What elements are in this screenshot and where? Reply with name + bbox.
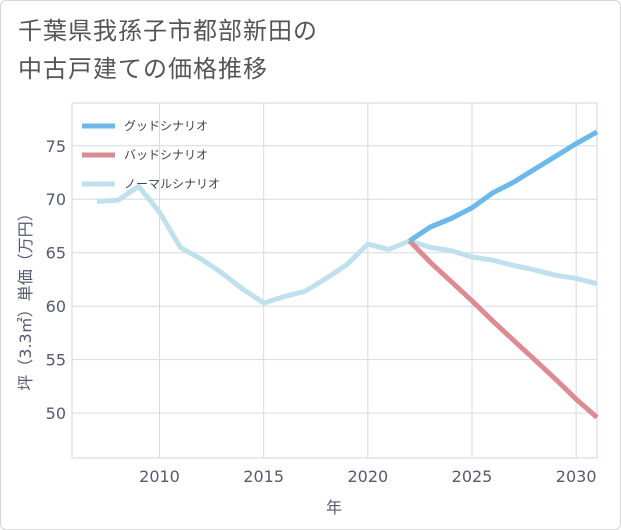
legend-bad: バッドシナリオ [82,148,208,162]
y-tick-label: 55 [46,351,66,370]
x-tick-label: 2015 [243,467,284,486]
x-tick-labels: 2010 2015 2020 2025 2030 [139,467,596,486]
y-tick-label: 60 [46,297,66,316]
y-tick-label: 65 [46,244,66,263]
x-tick-label: 2025 [452,467,493,486]
legend-good: グッドシナリオ [82,119,208,133]
y-tick-labels: 50 55 60 65 70 75 [46,137,66,423]
y-tick-label: 50 [46,404,66,423]
normal-scenario-line [96,183,598,306]
grid-lines [72,103,597,458]
good-scenario-line [408,129,599,243]
legend-label: グッドシナリオ [124,119,208,133]
series-layer [96,129,599,420]
legend-normal: ノーマルシナリオ [82,177,220,191]
bad-scenario-line [407,239,599,420]
y-tick-label: 75 [46,137,66,156]
chart-title: 千葉県我孫子市都部新田の 中古戸建ての価格推移 [18,12,578,88]
chart-title-line-1: 千葉県我孫子市都部新田の [18,17,318,45]
x-tick-label: 2020 [347,467,388,486]
x-tick-label: 2030 [556,467,597,486]
legend-label: ノーマルシナリオ [124,177,220,191]
x-axis-title: 年 [326,498,342,517]
x-tick-label: 2010 [139,467,180,486]
y-tick-label: 70 [46,190,66,209]
y-axis-title: 坪（3.3㎡）単価（万円） [16,205,35,390]
legend-label: バッドシナリオ [124,148,208,162]
chart-title-line-2: 中古戸建ての価格推移 [18,55,268,83]
